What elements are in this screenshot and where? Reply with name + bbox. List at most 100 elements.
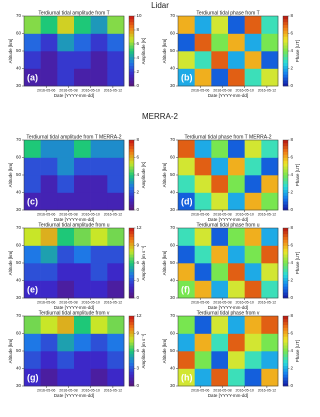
heatmap-cell bbox=[40, 192, 58, 211]
colorbar-segment bbox=[283, 74, 288, 78]
colorbar-tick-label: 6 bbox=[291, 155, 294, 160]
colorbar-segment bbox=[283, 142, 288, 147]
panel-label: (d) bbox=[181, 196, 193, 206]
heatmap-cell bbox=[261, 51, 279, 69]
colorbar-tick-label: 2 bbox=[291, 66, 294, 71]
y-tick-label: 50 bbox=[170, 260, 176, 265]
heatmap-cell bbox=[228, 16, 245, 34]
colorbar-segment bbox=[283, 195, 288, 199]
heatmap-cell bbox=[194, 192, 212, 211]
colorbar-segment bbox=[283, 48, 288, 52]
heatmap-cell bbox=[90, 175, 108, 193]
heatmap-cell bbox=[194, 33, 212, 52]
colorbar-segment bbox=[129, 74, 134, 78]
colorbar-segment bbox=[129, 160, 134, 164]
y-tick-label: 70 bbox=[170, 13, 176, 18]
colorbar-segment bbox=[129, 359, 134, 363]
heatmap-cell bbox=[74, 316, 91, 334]
heatmap-cell bbox=[178, 68, 195, 87]
heatmap-cell bbox=[228, 368, 245, 387]
panel-label: (a) bbox=[27, 72, 38, 82]
heatmap-cell bbox=[228, 316, 245, 334]
heatmap-cell bbox=[244, 33, 262, 52]
heatmap-cell bbox=[194, 280, 212, 299]
heatmap-cell bbox=[90, 16, 108, 34]
heatmap-cell bbox=[244, 51, 262, 69]
colorbar-segment bbox=[283, 30, 288, 34]
x-tick-label: 2016-05-08 bbox=[213, 88, 231, 92]
y-axis-label: Altitude [km] bbox=[162, 339, 167, 364]
section-title: Lidar bbox=[151, 1, 169, 10]
colorbar-segment bbox=[283, 271, 288, 275]
panel-title: Terdiurnal tidal phase from v bbox=[197, 310, 260, 316]
colorbar-segment bbox=[283, 56, 288, 61]
colorbar-segment bbox=[283, 228, 288, 232]
y-tick-label: 70 bbox=[16, 137, 22, 142]
colorbar-segment bbox=[283, 68, 288, 72]
heatmap-cell bbox=[107, 316, 125, 334]
x-tick-label: 2016-05-10 bbox=[235, 300, 253, 304]
x-tick-label: 2016-05-12 bbox=[258, 88, 276, 92]
heatmap-cell bbox=[178, 228, 195, 246]
panel-label: (f) bbox=[181, 284, 190, 294]
colorbar-segment bbox=[283, 83, 288, 87]
colorbar-segment bbox=[283, 65, 288, 69]
heatmap-cell bbox=[244, 245, 262, 264]
colorbar-segment bbox=[283, 371, 288, 375]
colorbar-tick-label: 2 bbox=[291, 366, 294, 371]
heatmap-cell bbox=[228, 228, 245, 246]
heatmap-cell bbox=[244, 16, 262, 34]
heatmap-cell bbox=[228, 140, 245, 158]
colorbar-segment bbox=[129, 172, 134, 176]
colorbar-segment bbox=[129, 356, 134, 361]
colorbar-segment bbox=[283, 192, 288, 196]
colorbar-tick-label: 2 bbox=[291, 190, 294, 195]
heatmap-cell bbox=[211, 228, 229, 246]
heatmap-cell bbox=[40, 33, 58, 52]
colorbar-segment bbox=[283, 62, 288, 66]
heatmap-cell bbox=[178, 140, 195, 158]
heatmap-cell bbox=[228, 280, 245, 299]
colorbar-segment bbox=[283, 345, 288, 349]
colorbar-segment bbox=[283, 260, 288, 264]
y-tick-label: 30 bbox=[170, 83, 176, 88]
colorbar-segment bbox=[283, 27, 288, 31]
heatmap-cell bbox=[211, 263, 229, 281]
heatmap-cell bbox=[261, 192, 279, 211]
colorbar-segment bbox=[129, 353, 134, 358]
heatmap-cell bbox=[57, 368, 75, 387]
colorbar-segment bbox=[283, 33, 288, 37]
y-tick-label: 70 bbox=[170, 137, 176, 142]
colorbar-segment bbox=[129, 16, 134, 20]
x-tick-label: 2016-05-10 bbox=[235, 88, 253, 92]
colorbar-segment bbox=[283, 251, 288, 255]
colorbar-segment bbox=[283, 154, 288, 158]
section-title: MERRA-2 bbox=[142, 112, 179, 121]
panel-label: (c) bbox=[27, 196, 38, 206]
heatmap-cell bbox=[57, 333, 75, 352]
colorbar-segment bbox=[129, 201, 134, 205]
colorbar-segment bbox=[283, 336, 288, 340]
heatmap-cell bbox=[24, 333, 41, 352]
colorbar-tick-label: 0 bbox=[137, 295, 140, 300]
heatmap-cell bbox=[40, 368, 58, 387]
heatmap-cell bbox=[244, 68, 262, 87]
y-tick-label: 60 bbox=[16, 243, 22, 248]
colorbar-segment bbox=[129, 377, 134, 381]
heatmap-cell bbox=[107, 228, 125, 246]
heatmap-cell bbox=[40, 316, 58, 334]
colorbar-segment bbox=[129, 21, 134, 26]
colorbar-segment bbox=[283, 24, 288, 28]
x-axis-label: Date [YYYY-mm-dd] bbox=[208, 393, 248, 398]
heatmap-cell bbox=[74, 263, 91, 281]
colorbar-tick-label: 0 bbox=[137, 383, 140, 388]
heatmap-cell bbox=[211, 33, 229, 52]
heatmap-cell bbox=[24, 316, 41, 334]
colorbar-segment bbox=[283, 365, 288, 369]
colorbar-segment bbox=[129, 77, 134, 81]
colorbar-segment bbox=[283, 157, 288, 161]
x-tick-label: 2016-05-08 bbox=[59, 300, 77, 304]
colorbar-segment bbox=[129, 177, 134, 182]
x-axis-label: Date [YYYY-mm-dd] bbox=[54, 217, 94, 222]
